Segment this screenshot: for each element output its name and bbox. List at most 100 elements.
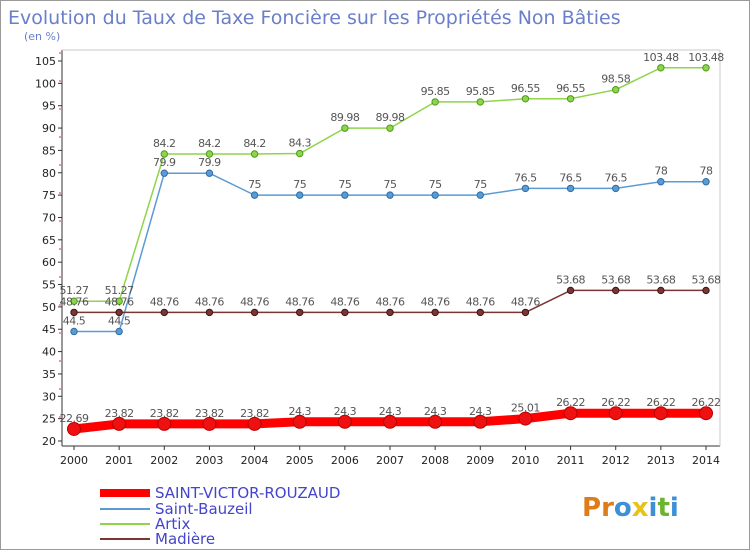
data-point-artix [205,150,214,158]
data-point-artix [431,98,439,106]
data-point-madi-re [566,286,575,295]
data-point-madi-re [657,286,665,295]
x-tick-label: 2001 [105,454,133,467]
data-label-saint-victor-rouzaud: 26.22 [556,396,585,409]
data-label-artix: 89.98 [330,111,359,124]
series-layer [67,64,713,436]
data-point-madi-re [160,308,168,317]
data-label-saint-bauzeil: 75 [384,178,397,191]
data-label-saint-victor-rouzaud: 23.82 [240,407,269,420]
y-tick-label: 55 [42,279,56,292]
logo-letter: o [614,493,632,523]
data-label-artix: 103.48 [643,51,679,64]
data-label-artix: 51.27 [60,284,89,297]
data-point-saint-victor-rouzaud [337,414,352,429]
logo-letter: i [670,493,679,523]
data-label-saint-victor-rouzaud: 24.3 [469,405,492,418]
y-tick-label: 20 [42,435,56,448]
data-label-madi-re: 48.76 [466,295,495,308]
data-point-saint-bauzeil [476,191,484,199]
y-tick-label: 70 [42,211,56,224]
data-label-saint-bauzeil: 78 [654,165,667,178]
x-tick-label: 2003 [195,454,223,467]
y-tick-label: 65 [42,234,56,247]
x-tick-label: 2005 [286,454,314,467]
data-label-saint-victor-rouzaud: 23.82 [195,407,224,420]
data-label-madi-re: 53.68 [601,273,630,286]
data-labels: 51.27 51.27 84.2 84.2 84.2 84.3 89.98 89.98 95.8… [60,51,725,425]
data-label-saint-bauzeil: 75 [293,178,306,191]
proxiti-logo: Proxiti [582,493,679,523]
data-label-saint-bauzeil: 75 [338,178,351,191]
data-point-saint-victor-rouzaud [563,406,578,421]
data-label-madi-re: 48.76 [376,295,405,308]
data-label-saint-victor-rouzaud: 24.3 [288,405,311,418]
data-label-saint-bauzeil: 75 [474,178,487,191]
data-point-saint-victor-rouzaud [608,406,623,421]
data-label-madi-re: 53.68 [556,273,585,286]
data-point-madi-re [386,308,394,317]
data-label-saint-victor-rouzaud: 23.82 [150,407,179,420]
y-tick-label: 25 [42,413,56,426]
y-tick-label: 40 [42,346,56,359]
legend: SAINT-VICTOR-ROUZAUD Saint-Bauzeil Artix… [100,484,340,548]
data-point-artix [657,64,665,72]
x-tick-label: 2013 [647,454,675,467]
plot-area [59,49,721,447]
y-tick-label: 95 [42,100,56,113]
y-tick-label: 100 [35,77,56,90]
data-label-madi-re: 48.76 [150,295,179,308]
data-label-saint-bauzeil: 76.5 [559,171,582,184]
data-label-artix: 84.2 [243,137,266,150]
data-label-saint-victor-rouzaud: 24.3 [334,405,357,418]
legend-label-madiere: Madière [155,530,215,548]
data-label-madi-re: 53.68 [692,273,721,286]
data-point-saint-victor-rouzaud [473,414,488,429]
data-point-artix [521,95,530,103]
data-point-saint-victor-rouzaud [428,414,443,429]
data-point-saint-bauzeil [702,178,710,186]
data-point-saint-bauzeil [296,191,304,199]
data-point-madi-re [702,286,710,295]
data-point-artix [70,297,78,305]
data-label-saint-bauzeil: 79.9 [153,156,176,169]
data-point-saint-bauzeil [160,169,168,177]
data-point-saint-victor-rouzaud [292,414,307,429]
logo-letter: P [582,493,601,523]
data-label-saint-bauzeil: 76.5 [514,171,537,184]
legend-label-saint-victor-rouzaud: SAINT-VICTOR-ROUZAUD [155,484,340,502]
data-label-madi-re: 48.76 [195,295,224,308]
data-point-saint-bauzeil [521,184,530,193]
y-tick-label: 45 [42,323,56,336]
data-label-saint-bauzeil: 75 [248,178,261,191]
data-point-artix [341,124,349,132]
data-point-artix [566,95,575,103]
y-tick-label: 35 [42,368,56,381]
y-tick-label: 105 [35,55,56,68]
data-point-saint-bauzeil [612,184,620,193]
data-point-madi-re [341,308,349,317]
data-point-saint-bauzeil [205,169,214,177]
data-point-saint-bauzeil [566,184,575,193]
y-tick-label: 90 [42,122,56,135]
data-point-artix [476,98,484,106]
x-tick-label: 2009 [466,454,494,467]
x-axis-ticks: 2000 2001 2002 2003 2004 2005 2006 2007 2008 2009… [60,446,720,467]
data-label-madi-re: 48.76 [330,295,359,308]
data-label-saint-bauzeil: 79.9 [198,156,221,169]
data-label-madi-re: 48.76 [511,295,540,308]
x-tick-label: 2011 [557,454,585,467]
x-tick-label: 2012 [602,454,630,467]
y-axis-unit-label: (en %) [24,30,60,43]
y-tick-label: 85 [42,144,56,157]
data-point-saint-victor-rouzaud [518,411,533,426]
logo-letter: x [632,493,649,523]
data-point-saint-victor-rouzaud [653,406,668,421]
data-point-artix [160,150,168,158]
logo-letter: r [601,493,614,523]
data-point-artix [250,150,259,158]
data-point-saint-bauzeil [386,191,394,199]
data-point-artix [612,86,620,94]
data-point-saint-bauzeil [431,191,439,199]
